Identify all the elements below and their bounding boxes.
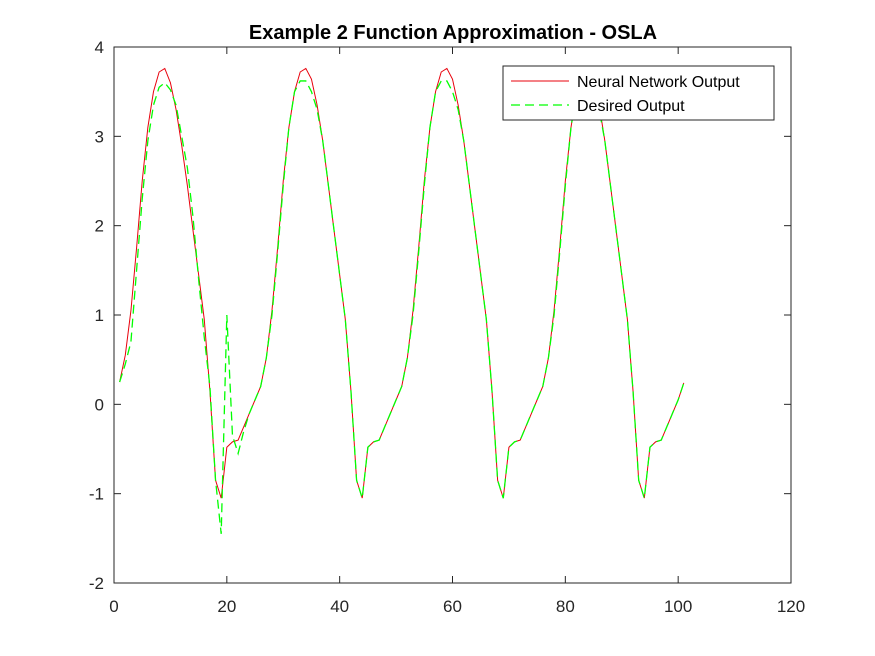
y-tick-label: -2 (89, 574, 104, 593)
series-line-desired-output (119, 80, 685, 534)
axis-ticks (113, 46, 792, 584)
x-tick-label: 100 (664, 597, 692, 616)
y-tick-label: 1 (95, 306, 104, 325)
axis-tick-labels: 0 20 40 60 80 100 120 -2 -1 0 1 2 3 4 (89, 38, 805, 616)
chart-title: Example 2 Function Approximation - OSLA (249, 22, 657, 44)
y-tick-label: 3 (95, 127, 104, 146)
legend-box (502, 65, 775, 121)
legend-label-neural-network-output: Neural Network Output (577, 74, 740, 91)
y-tick-label: 0 (95, 395, 104, 414)
legend: Neural Network Output Desired Output (502, 65, 775, 121)
x-tick-label: 40 (330, 597, 349, 616)
x-tick-label: 60 (443, 597, 462, 616)
x-tick-label: 120 (777, 597, 805, 616)
x-tick-label: 0 (109, 597, 118, 616)
y-tick-label: 4 (95, 38, 104, 57)
x-tick-label: 80 (556, 597, 575, 616)
x-tick-label: 20 (217, 597, 236, 616)
y-tick-label: -1 (89, 485, 104, 504)
y-tick-label: 2 (95, 217, 104, 236)
legend-label-desired-output: Desired Output (577, 98, 685, 115)
